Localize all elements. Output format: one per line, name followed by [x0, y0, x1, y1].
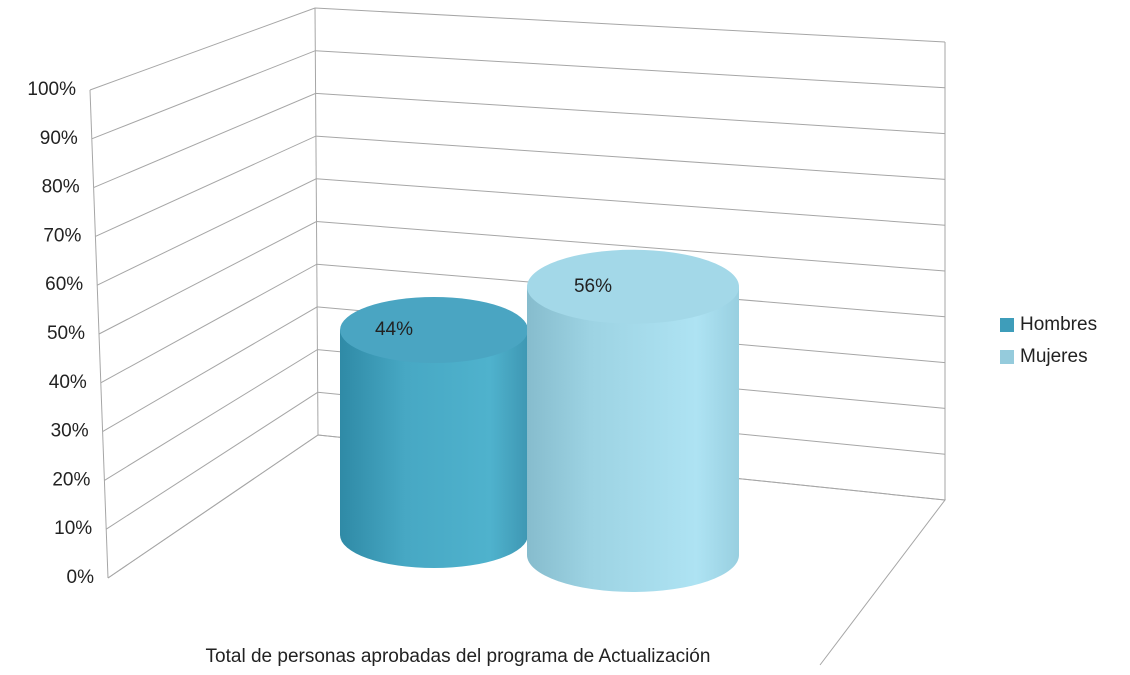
y-tick-label: 30% [51, 421, 89, 442]
data-label: 56% [574, 276, 612, 297]
y-tick-label: 100% [27, 79, 76, 100]
y-tick-label: 60% [45, 274, 83, 295]
cylinder-top [527, 249, 739, 324]
y-tick-label: 90% [40, 128, 78, 149]
y-tick-label: 10% [54, 518, 92, 539]
grid-line [89, 7, 946, 91]
cylinder [527, 249, 739, 592]
y-tick-label: 80% [42, 177, 80, 198]
y-tick-label: 20% [52, 469, 90, 490]
cylinder-body [527, 286, 739, 592]
grid-line [96, 178, 946, 286]
y-tick-label: 0% [67, 567, 95, 588]
grid-line [91, 50, 946, 140]
legend-swatch [1000, 318, 1014, 332]
grid-line [93, 92, 946, 189]
cylinder [340, 296, 528, 568]
data-label: 44% [375, 319, 413, 340]
legend-label: Hombres [1020, 314, 1097, 335]
y-tick-label: 50% [47, 323, 85, 344]
cylinder-body [340, 329, 528, 568]
category-label: Total de personas aprobadas del programa… [206, 646, 711, 667]
grid-line [98, 220, 946, 335]
legend-label: Mujeres [1020, 346, 1088, 367]
legend-swatch [1000, 350, 1014, 364]
y-tick-label: 70% [43, 225, 81, 246]
cylinder-top [340, 296, 528, 363]
grid-line [95, 135, 946, 237]
y-tick-label: 40% [49, 372, 87, 393]
